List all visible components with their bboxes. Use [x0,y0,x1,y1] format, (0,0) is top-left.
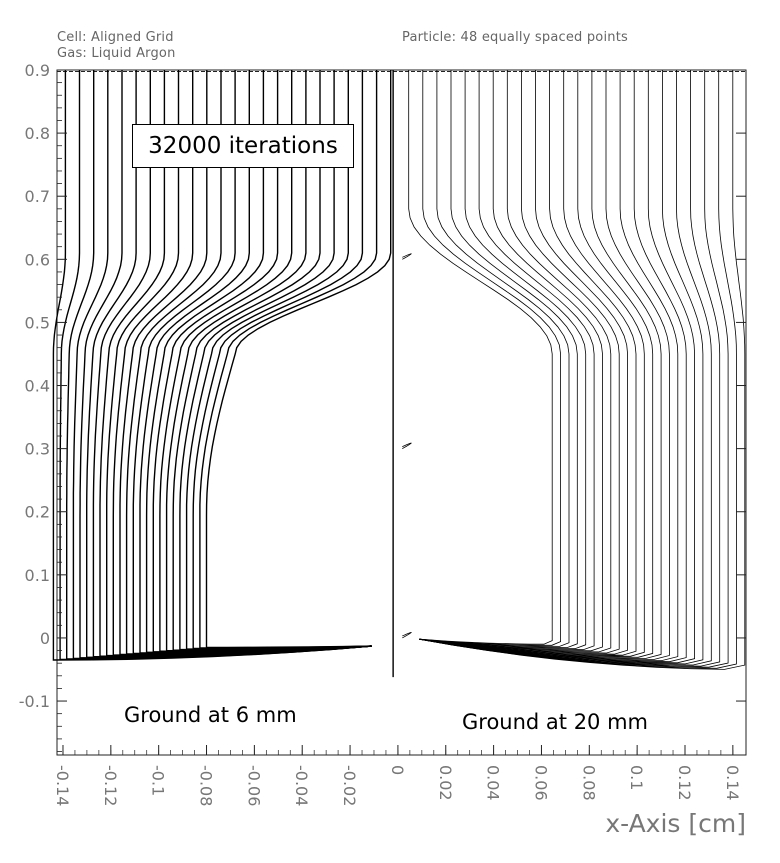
drift-line-right [419,70,620,654]
x-tick-label: -0.06 [244,765,263,806]
drift-line-right [419,70,729,668]
drift-line-left [59,70,372,661]
y-tick-label: 0.9 [25,61,50,80]
drift-line-right [419,70,595,651]
x-tick-label: -0.14 [53,765,72,806]
drift-line-right [408,70,553,645]
drift-line-right [419,70,687,663]
drift-line-right [419,70,721,667]
x-tick-label: 0 [388,765,407,775]
y-tick-label: 0.5 [25,313,50,332]
drift-line-right [419,70,578,648]
x-tick-label: 0.02 [436,765,455,801]
y-tick-label: 0.1 [25,566,50,585]
drift-line-right [419,70,679,662]
y-tick-label: 0 [40,629,50,648]
header-cell: Cell: Aligned Grid [57,30,174,45]
drift-line-right [419,70,654,658]
y-tick-label: 0.2 [25,503,50,522]
x-tick-label: -0.1 [149,765,168,796]
wire-loop [402,253,412,260]
x-tick-label: 0.1 [627,765,646,790]
drift-line-right [419,70,628,655]
drift-line-left [52,70,372,661]
drift-line-left [72,70,372,660]
drift-line-right [419,70,561,646]
drift-line-right [419,70,695,664]
y-axis: 0.9 0.8 0.7 0.6 0.5 0.4 0.3 0.2 0.1 0 -0.1 [19,61,67,752]
wire-loop [402,442,412,449]
x-tick-label: -0.04 [292,765,311,806]
drift-line-left [199,70,378,649]
wire-loops [402,253,412,639]
drift-line-left [205,70,392,649]
drift-line-right [419,70,570,647]
right-drift-lines [408,70,746,670]
drift-line-left [192,70,372,650]
drift-line-right [419,70,662,659]
x-tick-label: 0.04 [484,765,503,801]
iterations-box: 32000 iterations [132,124,354,168]
x-tick-label: 0.12 [675,765,694,801]
x-tick-label: 0.14 [723,765,742,801]
drift-line-right [419,70,645,657]
x-axis: -0.14 -0.12 -0.1 -0.08 -0.06 -0.04 -0.02 0 0.02 0… [53,745,742,806]
y-tick-label: 0.8 [25,124,50,143]
y-tick-label: 0.4 [25,377,50,396]
x-axis-label: x-Axis [cm] [605,809,746,838]
header-particle: Particle: 48 equally spaced points [402,30,628,45]
x-tick-label: -0.08 [197,765,216,806]
x-tick-label: -0.12 [101,765,120,806]
y-tick-label: -0.1 [19,692,50,711]
drift-line-left [79,70,372,659]
drift-line-right [419,70,670,660]
drift-line-right [419,70,587,650]
drift-line-right [419,70,737,669]
x-tick-label: -0.02 [340,765,359,806]
left-drift-lines [52,70,392,661]
y-tick-label: 0.3 [25,440,50,459]
drift-line-right [419,70,712,666]
drift-line-right [419,70,612,653]
left-ground-label: Ground at 6 mm [124,703,297,727]
drift-line-right [419,70,746,670]
y-tick-label: 0.6 [25,250,50,269]
drift-line-right [419,70,637,656]
x-tick-label: 0.06 [531,765,550,801]
right-ground-label: Ground at 20 mm [462,710,649,734]
drift-line-right [419,70,704,665]
header-gas: Gas: Liquid Argon [57,46,176,61]
x-tick-label: 0.08 [579,765,598,801]
y-tick-label: 0.7 [25,187,50,206]
y-axis-right-ticks [736,69,746,702]
drift-line-right [419,70,603,652]
wire-loop [402,632,412,639]
drift-line-left [66,70,372,660]
plot-frame [56,69,747,756]
